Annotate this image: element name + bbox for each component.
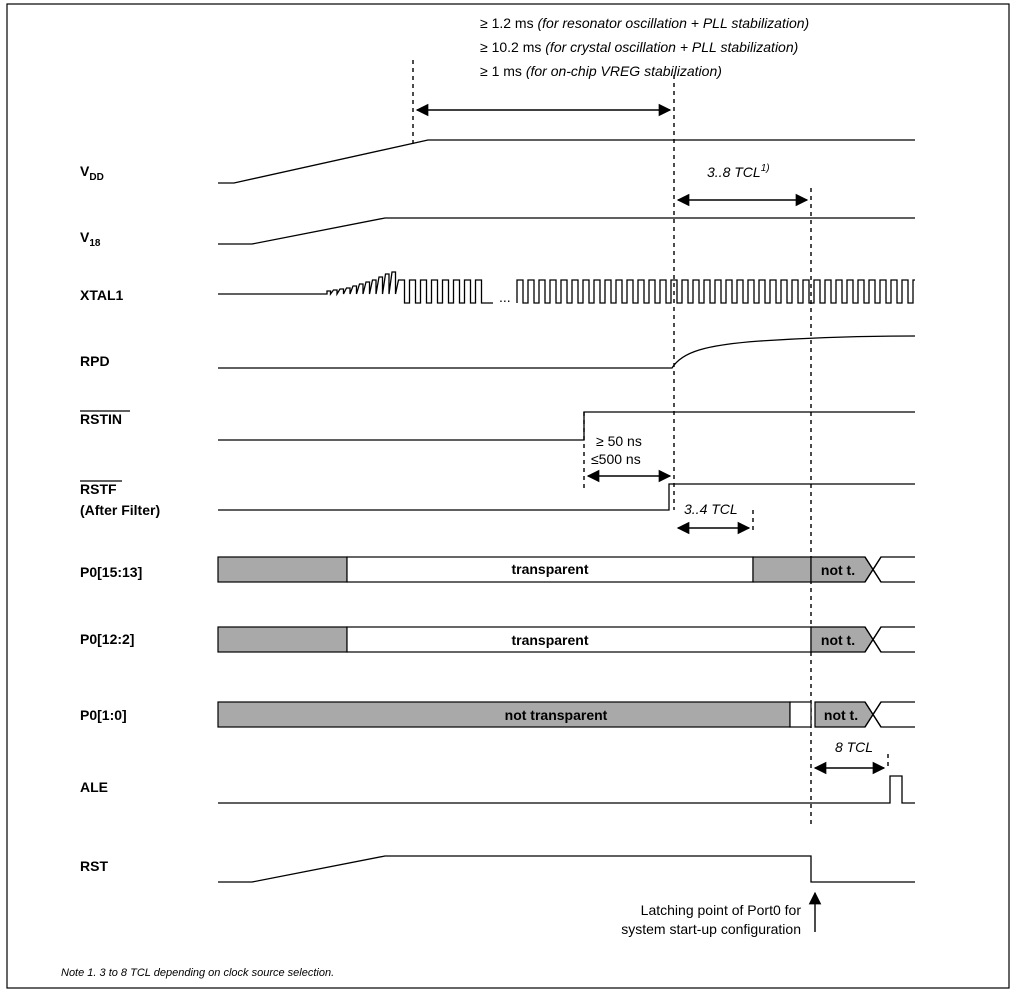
p0-15-13-not-t-text: not t. bbox=[821, 562, 855, 578]
rstin-max-label: ≤500 ns bbox=[591, 451, 641, 467]
note-vreg: ≥ 1 ms (for on-chip VREG stabilization) bbox=[480, 63, 722, 79]
tcl-3-8-label: 3..8 TCL1) bbox=[707, 163, 770, 180]
p0-12-2-transparent-text: transparent bbox=[511, 632, 588, 648]
tcl-3-4-label: 3..4 TCL bbox=[684, 501, 738, 517]
p0-12-2-transition bbox=[864, 626, 882, 653]
rstf-note-label: (After Filter) bbox=[80, 502, 160, 518]
p0-1-0-not-transparent-text: not transparent bbox=[505, 707, 608, 723]
xtal1-ellipsis: ... bbox=[499, 289, 511, 305]
rstin-min-label: ≥ 50 ns bbox=[596, 433, 642, 449]
tcl-8-label: 8 TCL bbox=[835, 739, 873, 755]
p0-12-2-not-t-text: not t. bbox=[821, 632, 855, 648]
p0-1-0-gap bbox=[789, 701, 812, 728]
rstf-waveform bbox=[218, 483, 915, 511]
p0-15-13-transition bbox=[864, 556, 882, 583]
rst-waveform bbox=[218, 855, 915, 883]
latch-note-line1: Latching point of Port0 for bbox=[641, 902, 802, 918]
p0-15-13-undefined-start bbox=[217, 556, 348, 583]
diagram-frame bbox=[6, 3, 1010, 989]
xtal1-waveform bbox=[218, 271, 915, 304]
ale-label: ALE bbox=[80, 779, 108, 795]
p0-15-13-label: P0[15:13] bbox=[80, 564, 142, 580]
latch-note-line2: system start-up configuration bbox=[621, 921, 801, 937]
note-crystal: ≥ 10.2 ms (for crystal oscillation + PLL… bbox=[480, 39, 798, 55]
v18-waveform bbox=[218, 217, 915, 245]
ale-waveform bbox=[218, 775, 915, 804]
p0-12-2-undefined-start bbox=[217, 626, 348, 653]
rstin-label: RSTIN bbox=[80, 411, 122, 427]
p0-1-0-transition bbox=[864, 701, 882, 728]
p0-15-13-transparent bbox=[346, 556, 754, 583]
p0-15-13-transparent-text: transparent bbox=[511, 561, 588, 577]
footnote: Note 1. 3 to 8 TCL depending on clock so… bbox=[61, 967, 334, 979]
rstf-label: RSTF bbox=[80, 481, 117, 497]
p0-1-0-not-t-text: not t. bbox=[824, 707, 858, 723]
p0-12-2-label: P0[12:2] bbox=[80, 631, 134, 647]
vdd-label: VDD bbox=[80, 163, 104, 183]
p0-1-0-label: P0[1:0] bbox=[80, 707, 127, 723]
note-resonator: ≥ 1.2 ms (for resonator oscillation + PL… bbox=[480, 15, 809, 31]
rpd-label: RPD bbox=[80, 353, 110, 369]
rst-label: RST bbox=[80, 858, 108, 874]
xtal1-label: XTAL1 bbox=[80, 287, 124, 303]
vdd-waveform bbox=[218, 139, 915, 184]
rpd-waveform bbox=[218, 335, 916, 369]
v18-label: V18 bbox=[80, 229, 101, 249]
p0-15-13-latched bbox=[752, 556, 812, 583]
rstin-waveform bbox=[218, 411, 915, 441]
